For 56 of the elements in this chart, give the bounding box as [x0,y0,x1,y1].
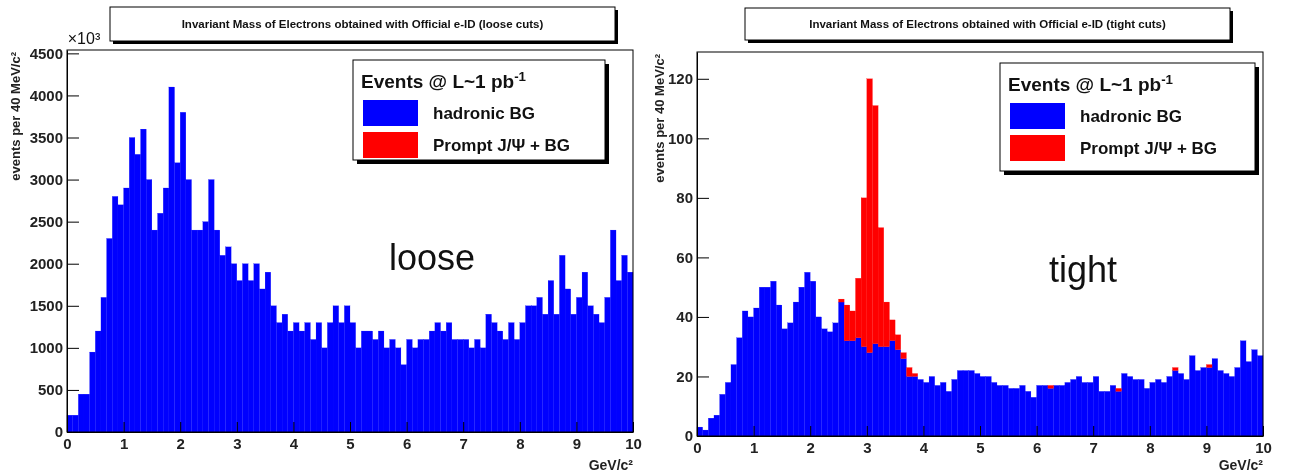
y-tick-label: 120 [667,70,693,88]
y-tick-label: 40 [676,308,693,326]
legend-title: Events @ L~1 pb$^{-1}$ [1008,71,1174,95]
x-tick-label: 1 [119,434,129,452]
y-axis-title: events per 40 MeV/c² [8,51,24,181]
y-tick-label: 60 [676,248,693,266]
x-tick-label: 4 [919,438,929,456]
y-tick-label: 0 [54,423,63,441]
y-tick-label: 500 [37,381,63,399]
x-tick-label: 10 [625,434,642,452]
x-tick-label: 3 [233,434,242,452]
x-tick-label: 9 [1202,438,1212,456]
legend-label: Prompt J/Ψ + BG [1080,138,1218,158]
y-axis-title: events per 40 MeV/c² [652,53,668,183]
y-tick-label: 2500 [29,212,63,230]
x-tick-label: 3 [863,438,872,456]
x-axis-title: GeV/c² [1218,457,1264,473]
annotation: tight [1048,249,1118,290]
y-tick-label: 1500 [29,297,63,315]
bar [900,352,907,359]
y-tick-label: 3500 [29,128,63,146]
x-tick-label: 2 [176,434,185,452]
x-tick-label: 7 [1089,438,1098,456]
bar [1206,364,1213,368]
legend-label: hadronic BG [433,103,536,123]
x-tick-label: 7 [459,434,468,452]
legend-label: Prompt J/Ψ + BG [433,135,571,155]
chart-title: Invariant Mass of Electrons obtained with Official e-ID (loose cuts) [181,18,544,31]
x-tick-label: 5 [976,438,985,456]
x-tick-label: 8 [516,434,525,452]
bar [1047,385,1054,389]
x-tick-label: 6 [1032,438,1042,456]
text: ×10³ [67,30,101,47]
x-tick-label: 5 [346,434,355,452]
x-tick-label: 4 [289,434,299,452]
y-tick-label: 100 [667,129,693,147]
x-axis-title: GeV/c² [588,457,634,473]
y-tick-label: 2000 [29,255,63,273]
bar [1115,388,1122,392]
x-tick-label: 10 [1255,438,1272,456]
x-tick-label: 6 [402,434,412,452]
x-tick-label: 2 [806,438,815,456]
bar [1172,367,1179,371]
chart-title: Invariant Mass of Electrons obtained with Official e-ID (tight cuts) [809,18,1166,31]
y-tick-label: 3000 [29,170,63,188]
x-tick-label: 1 [749,438,759,456]
y-tick-label: 80 [676,189,693,207]
legend-label: hadronic BG [1080,106,1183,126]
legend-title: Events @ L~1 pb$^{-1}$ [361,68,527,92]
y-tick-label: 1000 [29,339,63,357]
y-tick-label: 4000 [29,86,63,104]
x-tick-label: 9 [572,434,582,452]
y-tick-label: 4500 [29,44,63,62]
annotation: loose [388,237,476,278]
y-tick-label: 20 [676,367,693,385]
x-tick-label: 8 [1146,438,1155,456]
